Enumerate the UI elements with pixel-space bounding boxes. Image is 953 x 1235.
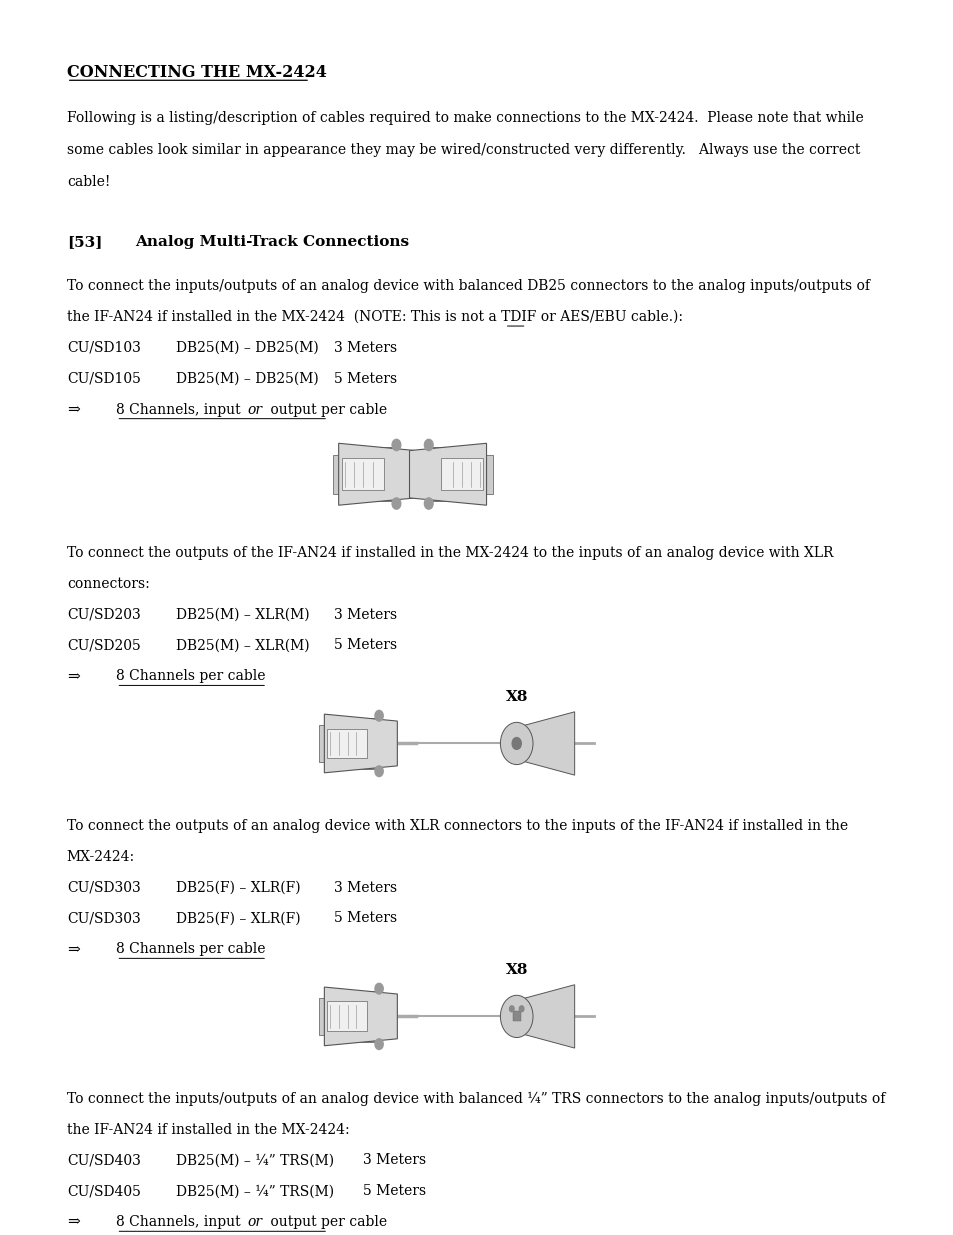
Text: DB25(M) – XLR(M): DB25(M) – XLR(M) bbox=[176, 638, 310, 652]
Circle shape bbox=[375, 983, 383, 994]
Circle shape bbox=[424, 498, 433, 509]
Text: 5 Meters: 5 Meters bbox=[334, 638, 396, 652]
Text: 5 Meters: 5 Meters bbox=[334, 911, 396, 925]
Circle shape bbox=[500, 722, 533, 764]
Text: To connect the outputs of an analog device with XLR connectors to the inputs of : To connect the outputs of an analog devi… bbox=[67, 819, 847, 832]
Text: DB25(M) – ¼” TRS(M): DB25(M) – ¼” TRS(M) bbox=[176, 1153, 335, 1167]
Text: output per cable: output per cable bbox=[266, 1215, 387, 1229]
Text: X8: X8 bbox=[505, 690, 528, 704]
Polygon shape bbox=[338, 443, 416, 505]
Text: output per cable: output per cable bbox=[266, 403, 387, 416]
Text: CU/SD203: CU/SD203 bbox=[67, 608, 140, 621]
Text: To connect the inputs/outputs of an analog device with balanced ¼” TRS connector: To connect the inputs/outputs of an anal… bbox=[67, 1092, 884, 1107]
Text: MX-2424:: MX-2424: bbox=[67, 850, 134, 863]
Bar bbox=[432, 447, 471, 454]
Circle shape bbox=[512, 737, 520, 750]
Text: DB25(M) – XLR(M): DB25(M) – XLR(M) bbox=[176, 608, 310, 621]
Text: connectors:: connectors: bbox=[67, 577, 150, 590]
Text: 8 Channels per cable: 8 Channels per cable bbox=[116, 669, 266, 683]
Text: cable!: cable! bbox=[67, 175, 110, 189]
Text: CONNECTING THE MX-2424: CONNECTING THE MX-2424 bbox=[67, 64, 326, 82]
Text: ⇒: ⇒ bbox=[67, 1215, 79, 1229]
Bar bbox=[484, 454, 492, 494]
Bar bbox=[327, 729, 367, 758]
Text: CU/SD205: CU/SD205 bbox=[67, 638, 140, 652]
Bar bbox=[513, 1011, 520, 1021]
Text: To connect the inputs/outputs of an analog device with balanced DB25 connectors : To connect the inputs/outputs of an anal… bbox=[67, 279, 869, 293]
Text: To connect the outputs of the IF-AN24 if installed in the MX-2424 to the inputs : To connect the outputs of the IF-AN24 if… bbox=[67, 546, 832, 559]
Circle shape bbox=[375, 710, 383, 721]
Circle shape bbox=[375, 766, 383, 777]
Circle shape bbox=[424, 440, 433, 451]
Bar bbox=[338, 763, 375, 769]
Text: 8 Channels, input: 8 Channels, input bbox=[116, 403, 245, 416]
Circle shape bbox=[500, 995, 533, 1037]
Bar bbox=[354, 494, 393, 501]
Polygon shape bbox=[409, 443, 486, 505]
Bar bbox=[338, 718, 375, 724]
Text: ⇒: ⇒ bbox=[67, 669, 79, 683]
Polygon shape bbox=[324, 714, 397, 773]
Polygon shape bbox=[517, 711, 574, 776]
Text: or: or bbox=[247, 403, 262, 416]
Bar bbox=[338, 1036, 375, 1042]
Circle shape bbox=[518, 1005, 523, 1011]
Text: CU/SD103: CU/SD103 bbox=[67, 341, 140, 354]
Text: ⇒: ⇒ bbox=[67, 403, 79, 416]
Circle shape bbox=[509, 1005, 514, 1011]
Bar bbox=[432, 494, 471, 501]
Bar bbox=[354, 447, 393, 454]
Text: ⇒: ⇒ bbox=[67, 942, 79, 956]
Circle shape bbox=[392, 498, 400, 509]
Text: CU/SD303: CU/SD303 bbox=[67, 881, 140, 894]
Text: DB25(M) – DB25(M): DB25(M) – DB25(M) bbox=[176, 372, 319, 385]
Polygon shape bbox=[324, 987, 397, 1046]
Bar bbox=[338, 990, 375, 997]
Polygon shape bbox=[517, 984, 574, 1049]
Text: DB25(M) – DB25(M): DB25(M) – DB25(M) bbox=[176, 341, 319, 354]
Text: 8 Channels, input: 8 Channels, input bbox=[116, 1215, 245, 1229]
Text: 8 Channels per cable: 8 Channels per cable bbox=[116, 942, 266, 956]
Text: CU/SD403: CU/SD403 bbox=[67, 1153, 140, 1167]
Text: 5 Meters: 5 Meters bbox=[362, 1184, 425, 1198]
Circle shape bbox=[392, 440, 400, 451]
Text: 3 Meters: 3 Meters bbox=[334, 341, 396, 354]
Bar bbox=[327, 1002, 367, 1031]
Text: Following is a listing/description of cables required to make connections to the: Following is a listing/description of ca… bbox=[67, 111, 862, 125]
Text: 3 Meters: 3 Meters bbox=[334, 608, 396, 621]
Circle shape bbox=[375, 1039, 383, 1050]
Text: 5 Meters: 5 Meters bbox=[334, 372, 396, 385]
Text: the IF-AN24 if installed in the MX-2424  (NOTE: This is not a TDIF or AES/EBU ca: the IF-AN24 if installed in the MX-2424 … bbox=[67, 310, 682, 324]
Bar bbox=[318, 998, 326, 1035]
Text: some cables look similar in appearance they may be wired/constructed very differ: some cables look similar in appearance t… bbox=[67, 143, 860, 157]
Text: the IF-AN24 if installed in the MX-2424:: the IF-AN24 if installed in the MX-2424: bbox=[67, 1123, 349, 1136]
Text: DB25(M) – ¼” TRS(M): DB25(M) – ¼” TRS(M) bbox=[176, 1184, 335, 1198]
Text: 3 Meters: 3 Meters bbox=[334, 881, 396, 894]
Text: DB25(F) – XLR(F): DB25(F) – XLR(F) bbox=[176, 911, 301, 925]
Text: DB25(F) – XLR(F): DB25(F) – XLR(F) bbox=[176, 881, 301, 894]
Text: X8: X8 bbox=[505, 963, 528, 977]
Text: CU/SD303: CU/SD303 bbox=[67, 911, 140, 925]
Text: Analog Multi-Track Connections: Analog Multi-Track Connections bbox=[135, 235, 409, 248]
Bar bbox=[341, 458, 384, 490]
Text: or: or bbox=[247, 1215, 262, 1229]
Text: CU/SD405: CU/SD405 bbox=[67, 1184, 140, 1198]
Bar bbox=[333, 454, 340, 494]
Bar bbox=[440, 458, 483, 490]
Bar bbox=[318, 725, 326, 762]
Text: CU/SD105: CU/SD105 bbox=[67, 372, 140, 385]
Text: [53]: [53] bbox=[67, 235, 102, 248]
Text: 3 Meters: 3 Meters bbox=[362, 1153, 425, 1167]
